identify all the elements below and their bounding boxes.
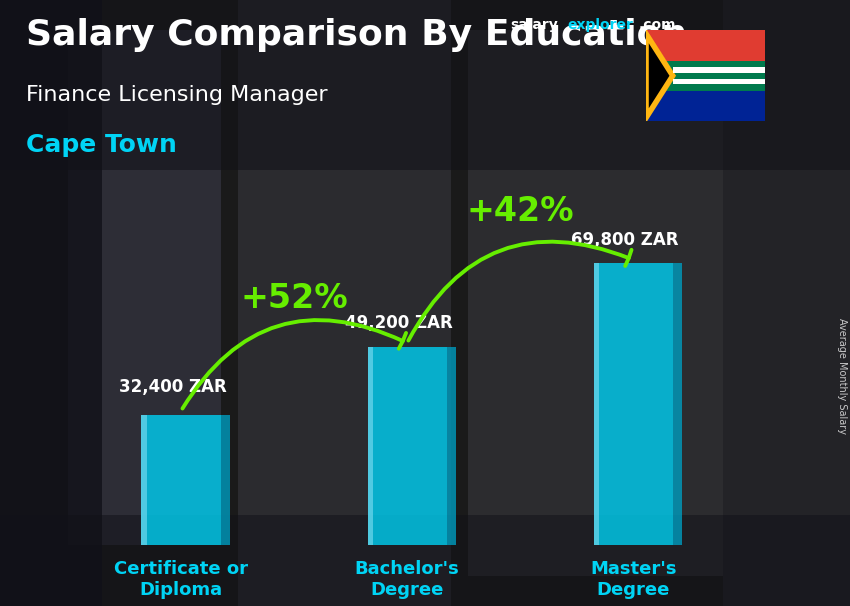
Text: salary: salary xyxy=(510,18,558,32)
Text: explorer: explorer xyxy=(568,18,633,32)
Bar xyxy=(593,264,672,545)
Text: 69,800 ZAR: 69,800 ZAR xyxy=(571,231,679,249)
Text: Finance Licensing Manager: Finance Licensing Manager xyxy=(26,85,327,105)
Bar xyxy=(446,347,456,545)
Bar xyxy=(722,0,850,606)
Bar xyxy=(468,30,722,576)
Text: Certificate or
Diploma: Certificate or Diploma xyxy=(114,560,248,599)
Bar xyxy=(0,515,850,606)
Bar xyxy=(672,264,683,545)
Text: 32,400 ZAR: 32,400 ZAR xyxy=(119,378,227,396)
Bar xyxy=(367,347,373,545)
Bar xyxy=(646,30,765,76)
Bar xyxy=(0,0,850,170)
Bar xyxy=(672,67,765,73)
Bar xyxy=(68,30,221,545)
Bar xyxy=(0,0,102,606)
Text: Master's
Degree: Master's Degree xyxy=(590,560,677,599)
Bar xyxy=(646,76,765,121)
Bar xyxy=(141,415,147,545)
Text: Average Monthly Salary: Average Monthly Salary xyxy=(837,318,847,434)
Bar xyxy=(646,61,765,90)
Text: .com: .com xyxy=(638,18,676,32)
Text: +42%: +42% xyxy=(467,195,574,228)
Text: 49,200 ZAR: 49,200 ZAR xyxy=(345,314,453,332)
Bar xyxy=(141,415,221,545)
Text: Salary Comparison By Education: Salary Comparison By Education xyxy=(26,18,687,52)
Bar xyxy=(221,415,230,545)
Bar xyxy=(672,79,765,84)
Bar xyxy=(238,0,450,606)
Polygon shape xyxy=(646,30,676,121)
Text: Bachelor's
Degree: Bachelor's Degree xyxy=(354,560,460,599)
Bar xyxy=(593,264,599,545)
Text: +52%: +52% xyxy=(241,282,348,315)
Bar xyxy=(367,347,446,545)
Text: Cape Town: Cape Town xyxy=(26,133,177,158)
